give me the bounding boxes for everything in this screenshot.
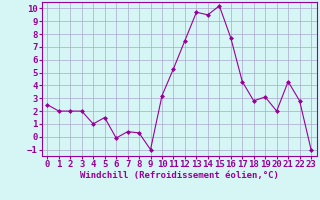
X-axis label: Windchill (Refroidissement éolien,°C): Windchill (Refroidissement éolien,°C) xyxy=(80,171,279,180)
